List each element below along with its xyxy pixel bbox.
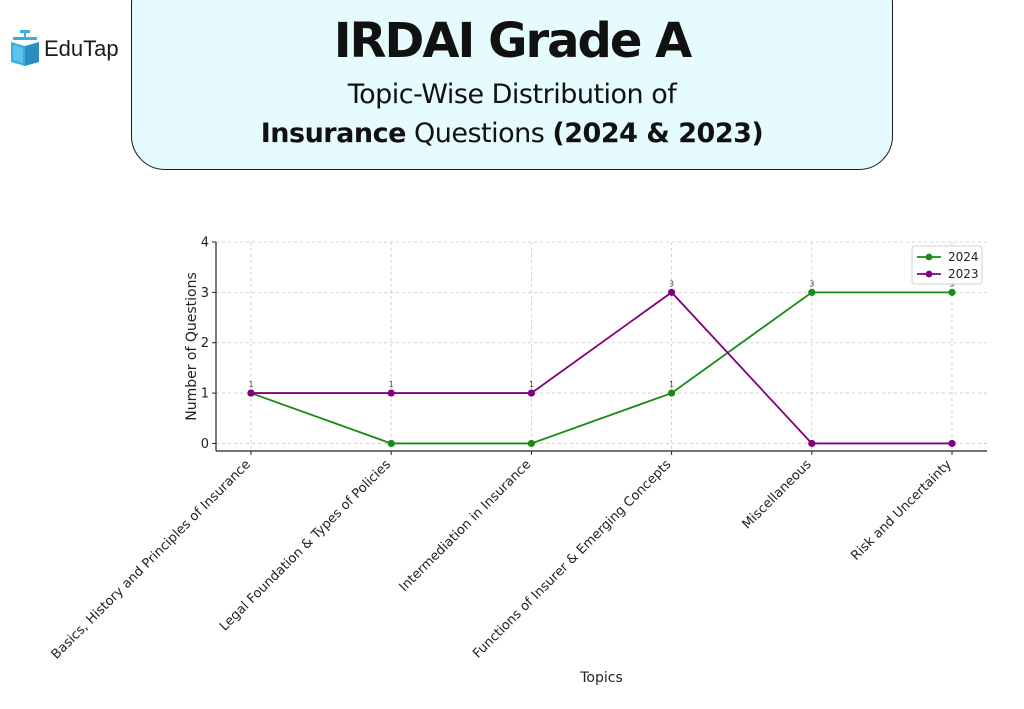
y-axis-title: Number of Questions <box>184 272 200 421</box>
data-label: 3 <box>669 279 674 288</box>
data-point-2023 <box>387 389 395 397</box>
subtitle-insurance: Insurance <box>260 118 407 149</box>
brand-name: EduTap <box>44 36 119 61</box>
x-tick-label: Intermediation in Insurance <box>397 457 535 595</box>
x-tick-label: Miscellaneous <box>740 457 815 532</box>
y-tick-label: 1 <box>201 387 209 402</box>
data-point-2024 <box>527 439 536 448</box>
x-tick-label: Basics, History and Principles of Insura… <box>49 457 254 662</box>
subtitle-questions: Questions <box>413 118 545 149</box>
legend-label-2023: 2023 <box>948 267 979 281</box>
page-title: IRDAI Grade A <box>333 13 693 69</box>
legend-label-2024: 2024 <box>948 250 979 264</box>
data-label: 1 <box>529 380 534 389</box>
graduation-book-icon <box>11 30 39 66</box>
legend-marker-2024 <box>925 253 933 261</box>
y-tick-label: 0 <box>201 437 209 452</box>
x-axis-title: Topics <box>579 670 623 686</box>
legend-marker-2023 <box>925 270 933 278</box>
series-line-2023 <box>251 291 952 445</box>
data-point-2023 <box>247 389 255 397</box>
series-line-2024 <box>250 291 952 445</box>
data-point-2024 <box>387 439 395 448</box>
y-tick-label: 2 <box>201 336 209 351</box>
data-point-2023 <box>668 288 676 296</box>
x-tick-label: Legal Foundation & Types of Policies <box>217 457 394 634</box>
y-tick-label: 4 <box>201 236 209 251</box>
data-point-2024 <box>668 389 676 397</box>
data-label: 1 <box>248 380 253 389</box>
data-point-2023 <box>527 389 536 397</box>
data-point-2024 <box>808 288 816 296</box>
brand-logo: EduTap <box>10 30 119 68</box>
subtitle-line-1: Topic-Wise Distribution of <box>347 79 677 110</box>
data-label: 3 <box>809 279 814 288</box>
data-label: 1 <box>389 380 394 389</box>
header-card: IRDAI Grade A Topic-Wise Distribution of… <box>131 0 893 170</box>
subtitle-line-2: Insurance Questions (2024 & 2023) <box>132 118 892 149</box>
data-label: 1 <box>669 380 674 389</box>
data-point-2023 <box>948 439 956 448</box>
subtitle-years: (2024 & 2023) <box>552 118 764 149</box>
data-point-2023 <box>808 439 816 448</box>
data-point-2024 <box>948 288 956 296</box>
y-tick-label: 3 <box>201 286 209 301</box>
x-tick-label: Risk and Uncertainty <box>848 457 955 564</box>
